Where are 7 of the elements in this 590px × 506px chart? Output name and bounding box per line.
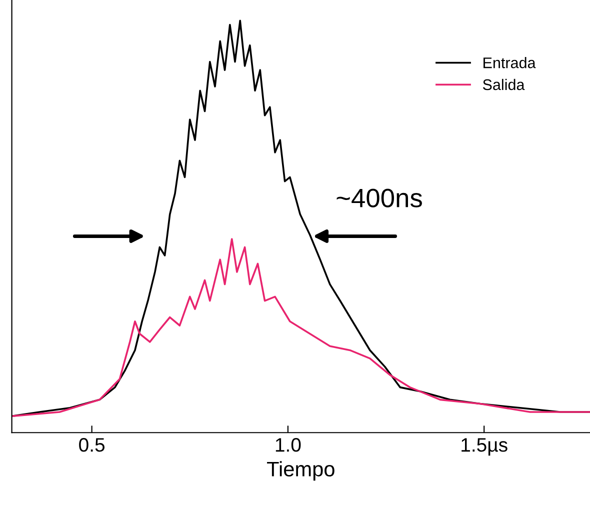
legend-label: Entrada xyxy=(484,57,536,68)
x-tick-label: 1.0 xyxy=(276,438,301,452)
legend-label: Salida xyxy=(482,78,525,90)
annotation: ~400ns xyxy=(336,188,422,208)
x-axis-title: Tiempo xyxy=(267,461,334,481)
x-tick-label: 1.5µs xyxy=(462,438,508,456)
x-tick-label: 0.5 xyxy=(79,438,105,452)
